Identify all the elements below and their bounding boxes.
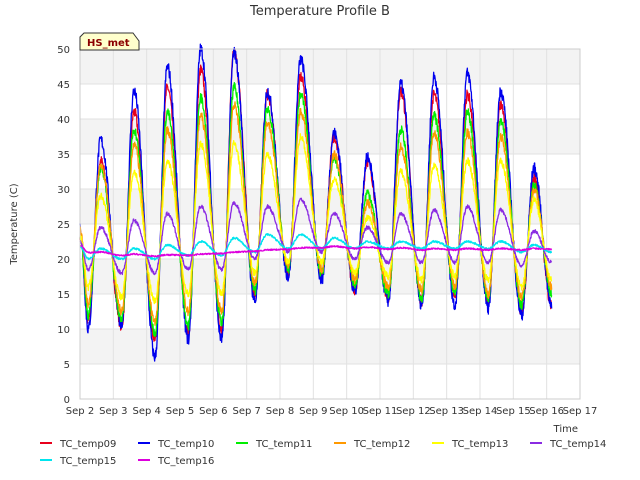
legend-label: TC_temp10 bbox=[157, 439, 214, 450]
x-tick-label: Sep 2 bbox=[66, 406, 94, 417]
series-line-tc-temp14 bbox=[79, 197, 553, 276]
y-tick-label: 10 bbox=[57, 325, 70, 336]
plot-band bbox=[80, 259, 580, 294]
legend-item-tc-temp14: TC_temp14 bbox=[530, 439, 606, 450]
x-axis-label: Time bbox=[553, 424, 578, 435]
y-tick-label: 45 bbox=[57, 80, 70, 91]
x-tick-label: Sep 7 bbox=[232, 406, 260, 417]
x-tick-label: Sep 10 bbox=[329, 406, 364, 417]
legend-label: TC_temp16 bbox=[157, 456, 214, 467]
legend-item-tc-temp13: TC_temp13 bbox=[432, 439, 508, 450]
x-axis-ticks: Sep 2 Sep 3 Sep 4 Sep 5 Sep 6 Sep 7 Sep 8 Sep 9… bbox=[66, 406, 598, 417]
x-tick-label: Sep 3 bbox=[99, 406, 127, 417]
y-tick-label: 40 bbox=[57, 115, 70, 126]
legend-label: TC_temp12 bbox=[353, 439, 410, 450]
x-tick-label: Sep 9 bbox=[299, 406, 327, 417]
x-tick-label: Sep 16 bbox=[529, 406, 564, 417]
y-tick-label: 30 bbox=[57, 185, 70, 196]
y-axis-ticks: 0 5 10 15 20 25 30 35 40 45 50 bbox=[57, 45, 70, 406]
chart-title: Temperature Profile B bbox=[249, 4, 390, 19]
x-tick-label: Sep 15 bbox=[496, 406, 531, 417]
plot-band bbox=[80, 294, 580, 329]
x-tick-label: Sep 8 bbox=[266, 406, 294, 417]
x-tick-label: Sep 12 bbox=[396, 406, 431, 417]
legend: TC_temp09 TC_temp10 TC_temp11 TC_temp12 TC_t… bbox=[40, 439, 606, 467]
badge-text: HS_met bbox=[87, 38, 130, 49]
y-axis-label: Temperature (C) bbox=[9, 183, 20, 265]
legend-item-tc-temp15: TC_temp15 bbox=[40, 456, 116, 467]
y-tick-label: 5 bbox=[64, 360, 70, 371]
legend-label: TC_temp15 bbox=[59, 456, 116, 467]
legend-item-tc-temp10: TC_temp10 bbox=[138, 439, 214, 450]
series-line-tc-temp16 bbox=[79, 244, 553, 258]
x-tick-label: Sep 17 bbox=[563, 406, 598, 417]
station-badge: HS_met bbox=[79, 32, 140, 51]
plot-band bbox=[80, 364, 580, 399]
plot-frame bbox=[79, 48, 581, 400]
plot-band bbox=[80, 329, 580, 364]
y-tick-label: 0 bbox=[64, 395, 70, 406]
legend-item-tc-temp12: TC_temp12 bbox=[334, 439, 410, 450]
x-tick-label: Sep 4 bbox=[132, 406, 160, 417]
y-tick-label: 25 bbox=[57, 220, 70, 231]
y-tick-label: 20 bbox=[57, 255, 70, 266]
series-layer bbox=[79, 43, 553, 362]
y-tick-label: 35 bbox=[57, 150, 70, 161]
x-tick-label: Sep 6 bbox=[199, 406, 227, 417]
x-tick-label: Sep 13 bbox=[429, 406, 464, 417]
legend-label: TC_temp11 bbox=[255, 439, 312, 450]
legend-item-tc-temp09: TC_temp09 bbox=[40, 439, 116, 450]
legend-item-tc-temp11: TC_temp11 bbox=[236, 439, 312, 450]
y-tick-label: 50 bbox=[57, 45, 70, 56]
x-tick-label: Sep 5 bbox=[166, 406, 194, 417]
plot-band bbox=[80, 49, 580, 84]
y-tick-label: 15 bbox=[57, 290, 70, 301]
legend-item-tc-temp16: TC_temp16 bbox=[138, 456, 214, 467]
legend-label: TC_temp14 bbox=[549, 439, 606, 450]
legend-label: TC_temp09 bbox=[59, 439, 116, 450]
badge-shape bbox=[79, 32, 140, 51]
legend-label: TC_temp13 bbox=[451, 439, 508, 450]
x-tick-label: Sep 11 bbox=[363, 406, 398, 417]
x-tick-label: Sep 14 bbox=[463, 406, 498, 417]
